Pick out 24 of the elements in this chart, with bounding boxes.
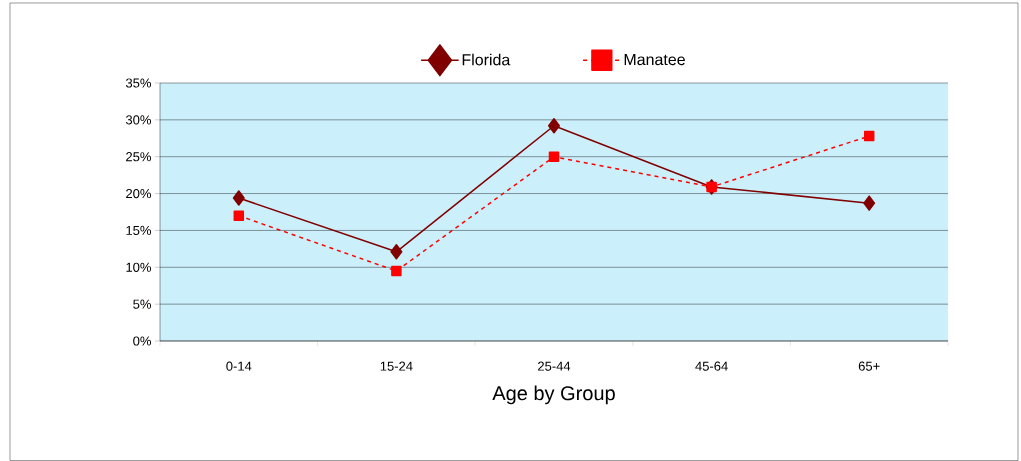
x-tick-label: 65+ <box>858 361 880 371</box>
point <box>390 244 403 260</box>
point <box>863 130 875 142</box>
point <box>863 195 876 211</box>
point <box>391 265 402 277</box>
x-tick-label: 45-64 <box>695 361 728 371</box>
x-axis-title: Age by Group <box>492 385 615 405</box>
legend-label: Manatee <box>624 53 685 66</box>
y-tick-label: 20% <box>126 188 152 199</box>
y-tick-label: 30% <box>125 115 152 125</box>
y-tick-label: 35% <box>125 78 152 88</box>
y-tick-label: 10% <box>126 262 152 272</box>
point <box>233 210 245 221</box>
x-tick-label: 0-14 <box>226 361 252 371</box>
point <box>548 151 560 162</box>
point <box>548 118 560 134</box>
x-tick-label: 25-44 <box>538 361 571 371</box>
y-tick-label: 5% <box>133 299 152 309</box>
y-tick-label: 0% <box>133 336 152 346</box>
x-tick-label: 15-24 <box>380 361 413 371</box>
y-tick-label: 15% <box>126 225 152 235</box>
legend-label: Florida <box>462 53 511 66</box>
point <box>232 190 245 206</box>
y-tick-label: 25% <box>126 152 152 162</box>
